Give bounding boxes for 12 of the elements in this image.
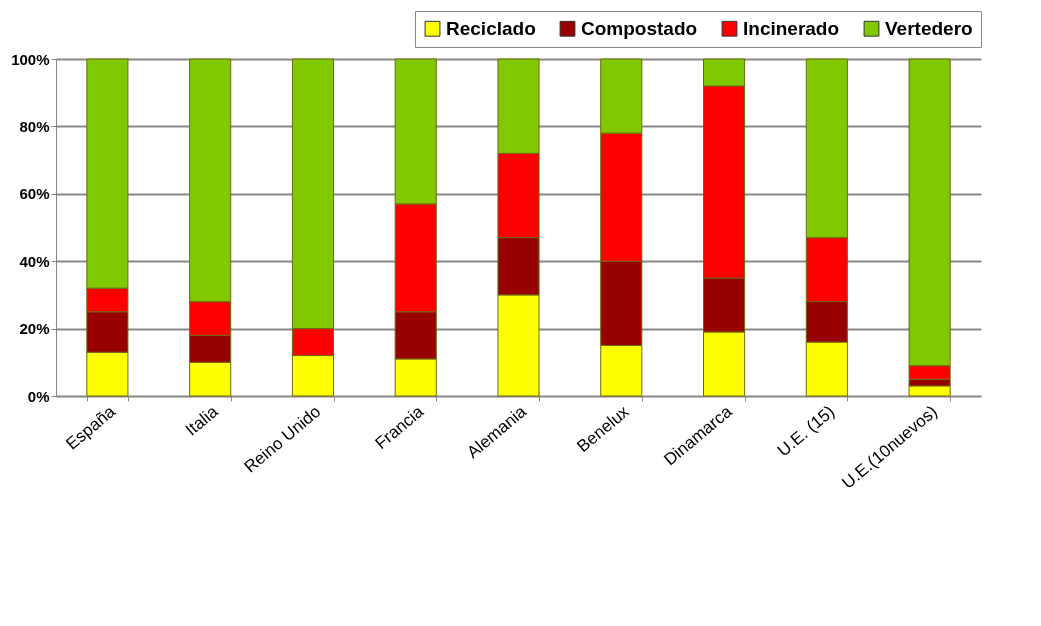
legend-label: Incinerado: [743, 17, 840, 39]
x-tick-label: U.E. (15): [773, 401, 839, 461]
y-tick-label: 0%: [27, 387, 50, 405]
legend-label: Vertedero: [885, 17, 973, 39]
y-tick-label: 80%: [19, 117, 50, 135]
y-tick-label: 100%: [11, 50, 50, 68]
y-tick-label: 20%: [19, 320, 50, 338]
legend-label: Reciclado: [446, 17, 536, 39]
y-tick-label: 40%: [19, 252, 50, 270]
legend-label: Compostado: [581, 17, 698, 39]
x-tick-label: Italia: [181, 401, 222, 440]
y-tick-label: 60%: [19, 185, 50, 203]
